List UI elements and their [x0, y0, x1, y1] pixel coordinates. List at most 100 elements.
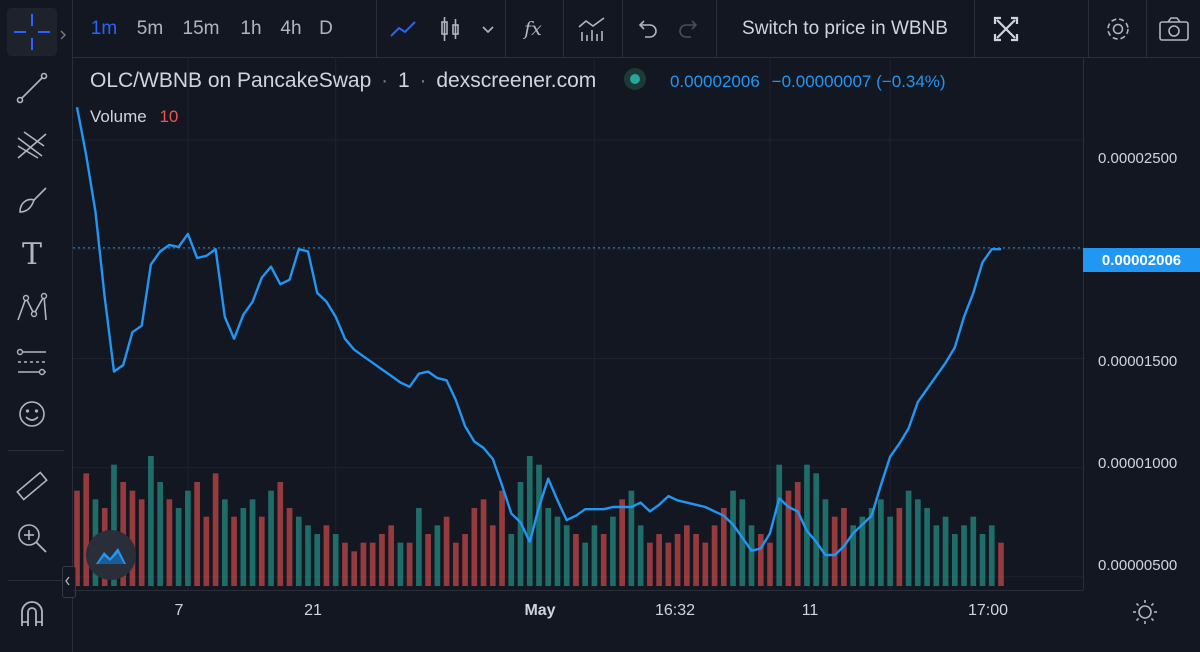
interval-d[interactable]: D [319, 17, 333, 39]
volume-bar [647, 542, 653, 586]
camera-icon[interactable] [1154, 0, 1194, 57]
current-price-tag: 0.00002006 [1083, 248, 1200, 272]
volume-bar [554, 516, 561, 586]
pattern-icon[interactable] [7, 284, 57, 332]
y-tick-label: 0.00001500 [1098, 353, 1178, 370]
magnet-icon[interactable] [7, 590, 57, 638]
volume-bar [388, 525, 394, 586]
time-axis[interactable] [73, 590, 1083, 631]
chart-settings-icon[interactable] [1130, 598, 1160, 631]
toolbar-divider [376, 0, 377, 57]
forecast-icon[interactable] [7, 338, 57, 386]
brush-icon[interactable] [7, 176, 57, 224]
price-chart[interactable] [73, 57, 1083, 590]
volume-bar [563, 525, 570, 586]
volume-bar [157, 482, 163, 586]
volume-bar [794, 482, 801, 586]
toolbar-divider [974, 0, 975, 57]
interval-5m[interactable]: 5m [136, 17, 164, 39]
switch-price-button[interactable]: Switch to price in WBNB [742, 17, 948, 39]
volume-bar [508, 534, 515, 586]
ruler-icon[interactable] [7, 462, 57, 510]
volume-bar [249, 499, 256, 586]
volume-bar [268, 490, 274, 586]
volume-bar [619, 499, 625, 586]
legend-change: −0.00000007 (−0.34%) [771, 72, 946, 91]
volume-bar [776, 464, 783, 586]
volume-bar [730, 490, 736, 586]
toolbar-divider [1146, 0, 1147, 57]
collapse-sidebar-handle[interactable] [62, 566, 76, 598]
volume-bar [138, 499, 145, 586]
volume-bar [702, 542, 709, 586]
volume-bar [305, 525, 311, 586]
fullscreen-icon[interactable] [986, 0, 1026, 57]
volume-bar [277, 482, 284, 586]
settings-gear-icon[interactable] [1098, 0, 1138, 57]
volume-bar [222, 499, 228, 586]
top-toolbar: 1m 5m 15m 1h 4h D fx Switch to price in … [0, 0, 1200, 58]
price-axis[interactable] [1083, 57, 1200, 590]
crosshair-icon[interactable] [7, 8, 57, 56]
legend-dot: · [381, 69, 389, 92]
volume-bar [582, 542, 589, 586]
redo-icon[interactable] [672, 0, 706, 57]
volume-bar [924, 508, 930, 586]
volume-bar [545, 508, 552, 586]
line-chart-icon[interactable] [386, 0, 422, 57]
emoji-icon[interactable] [7, 390, 57, 438]
fib-icon[interactable] [7, 120, 57, 168]
text-icon[interactable]: T [21, 236, 42, 272]
volume-bar [175, 508, 182, 586]
volume-bar [194, 482, 200, 586]
volume-bar [942, 516, 949, 586]
volume-bar [314, 534, 321, 586]
volume-bar [970, 516, 977, 586]
volume-bar [453, 542, 459, 586]
chevron-right-icon[interactable] [59, 27, 67, 45]
interval-1m[interactable]: 1m [90, 17, 118, 39]
volume-bar [711, 525, 718, 586]
toolbar-divider [622, 0, 623, 57]
interval-15m[interactable]: 15m [182, 17, 220, 39]
chevron-down-icon[interactable] [476, 0, 500, 57]
volume-bar [785, 490, 792, 586]
interval-1h[interactable]: 1h [240, 17, 262, 39]
chart-legend: OLC/WBNB on PancakeSwap · 1 · dexscreene… [90, 68, 946, 93]
price-line [75, 106, 1001, 557]
volume-bar [951, 534, 958, 586]
volume-bar [878, 499, 884, 586]
indicators-icon[interactable]: fx [524, 17, 542, 40]
x-tick-label: May [524, 602, 556, 619]
volume-bar [684, 525, 690, 586]
interval-label: 1 [397, 69, 410, 92]
volume-bar [397, 542, 404, 586]
volume-bar [933, 525, 940, 586]
volume-bar [979, 534, 986, 586]
volume-bar [610, 516, 616, 586]
volume-bar [600, 534, 607, 586]
volume-bar [831, 516, 838, 586]
volume-bar [757, 534, 764, 586]
volume-bar [628, 490, 635, 586]
volume-bar [868, 508, 875, 586]
candles-icon[interactable] [432, 0, 468, 57]
source-label: dexscreener.com [436, 69, 597, 92]
trend-line-icon[interactable] [7, 64, 57, 112]
volume-bar [480, 499, 487, 586]
volume-bar [517, 482, 524, 586]
zoom-icon[interactable] [7, 514, 57, 562]
volume-bar [720, 508, 727, 586]
volume-bar [665, 542, 672, 586]
volume-bar [231, 516, 237, 586]
volume-bar [360, 542, 367, 586]
y-tick-label: 0.00002500 [1098, 150, 1178, 167]
interval-4h[interactable]: 4h [280, 17, 302, 39]
toolbar-divider [505, 0, 506, 57]
volume-bar [526, 456, 533, 586]
volume-bar [573, 534, 579, 586]
volume-bar [813, 473, 820, 586]
volume-value: 10 [159, 107, 179, 126]
templates-icon[interactable] [574, 0, 610, 57]
undo-icon[interactable] [630, 0, 664, 57]
